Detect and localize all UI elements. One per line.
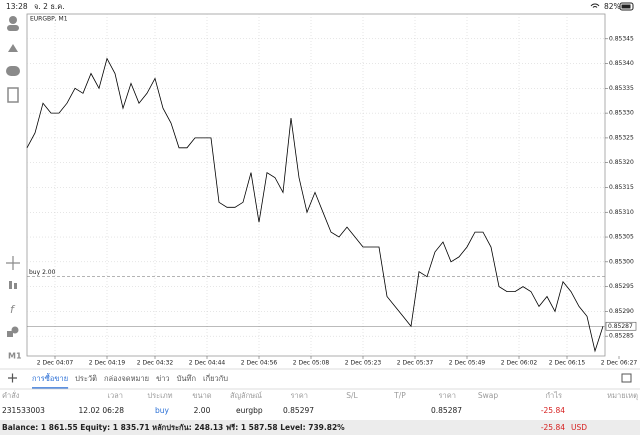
currency: USD xyxy=(571,423,587,432)
y-tick-label: 0.85340 xyxy=(609,60,634,67)
tab[interactable]: เกี่ยวกับ xyxy=(203,373,228,383)
price-tag xyxy=(605,321,637,331)
header-cell: สัญลักษณ์ xyxy=(230,391,262,400)
y-tick-label: 0.85315 xyxy=(609,184,634,191)
header-cell: ขนาด xyxy=(192,391,211,400)
crosshair-icon[interactable] xyxy=(6,256,20,270)
order-line-label: buy 2.00 xyxy=(29,269,56,276)
position-row[interactable]: 231533003 12.02 06:28 buy 2.00 eurgbp 0.… xyxy=(2,406,565,415)
y-tick-label: 0.85325 xyxy=(609,134,634,141)
footer-bar xyxy=(0,420,640,435)
y-tick-label: 0.85290 xyxy=(609,308,634,315)
x-tick-label: 2 Dec 05:08 xyxy=(293,360,330,367)
account-icon[interactable] xyxy=(9,16,17,24)
profit: -25.84 xyxy=(541,406,565,415)
x-tick-label: 2 Dec 05:23 xyxy=(345,360,382,367)
trade-icon[interactable] xyxy=(8,44,18,52)
chart-type-icon-2 xyxy=(14,283,17,289)
sidebar: f xyxy=(6,16,20,337)
x-tick-label: 2 Dec 05:49 xyxy=(449,360,486,367)
y-tick-label: 0.85295 xyxy=(609,283,634,290)
header-cell: เวลา xyxy=(107,391,123,400)
header-cell: คำสั่ง xyxy=(2,390,20,400)
battery-fill xyxy=(621,4,631,9)
y-tick-label: 0.85330 xyxy=(609,110,634,117)
tab[interactable]: ข่าว xyxy=(156,374,170,383)
account-icon-body xyxy=(7,25,19,31)
x-tick-label: 2 Dec 06:02 xyxy=(501,360,538,367)
y-tick-label: 0.85285 xyxy=(609,333,634,340)
chart-title: EURGBP, M1 xyxy=(30,16,68,23)
open-time: 12.02 06:28 xyxy=(79,406,125,415)
x-tick-label: 2 Dec 05:37 xyxy=(397,360,434,367)
chat-icon[interactable] xyxy=(6,66,20,76)
price-line-series xyxy=(26,57,604,353)
y-tick-label: 0.85335 xyxy=(609,85,634,92)
y-tick-label: 0.85305 xyxy=(609,234,634,241)
symbol: eurgbp xyxy=(236,406,263,415)
status-date: จ. 2 ธ.ค. xyxy=(34,2,65,11)
order-type: buy xyxy=(155,406,170,415)
objects-icon[interactable] xyxy=(11,326,19,334)
current-price: 0.85287 xyxy=(431,406,462,415)
order-id: 231533003 xyxy=(2,406,45,415)
timeframe-button[interactable]: M1 xyxy=(8,352,22,361)
total-profit: -25.84 xyxy=(541,423,565,432)
header-cell: S/L xyxy=(346,391,358,400)
header-cell: Swap xyxy=(478,391,498,400)
new-order-icon[interactable] xyxy=(7,87,19,103)
y-tick-label: 0.85320 xyxy=(609,159,634,166)
price-tag-label: 0.85287 xyxy=(608,323,633,330)
chart: 0.85285 0.85290 0.85295 0.85300 0.85305 0.853… xyxy=(26,14,638,367)
battery-icon xyxy=(619,2,634,11)
tabs: การซื้อขาย ประวัติ กล่องจดหมาย ข่าว บันทึก เก… xyxy=(32,373,228,389)
tab[interactable]: บันทึก xyxy=(177,374,196,383)
x-tick-label: 2 Dec 04:44 xyxy=(189,360,226,367)
battery-level: 82% xyxy=(604,2,621,11)
account-summary: Balance: 1 861.55 Equity: 1 835.71 หลักป… xyxy=(2,423,345,432)
header-cell: ราคา xyxy=(291,391,308,400)
plot-frame xyxy=(26,13,606,357)
x-tick-label: 2 Dec 06:27 xyxy=(601,360,638,367)
layout-button[interactable] xyxy=(621,373,632,383)
wifi-icon xyxy=(590,3,600,8)
x-tick-label: 2 Dec 04:19 xyxy=(89,360,126,367)
objects-icon-2 xyxy=(7,331,13,337)
x-tick-label: 2 Dec 04:56 xyxy=(241,360,278,367)
add-button[interactable] xyxy=(8,373,17,383)
indicator-icon[interactable]: f xyxy=(10,303,16,316)
header-cell: T/P xyxy=(393,391,406,400)
table-header: คำสั่ง เวลา ประเภท ขนาด สัญลักษณ์ ราคา S… xyxy=(2,390,638,400)
header-cell: ประเภท xyxy=(147,391,172,400)
header-cell: ราคา xyxy=(439,391,456,400)
header-cell: กำไร xyxy=(545,391,562,400)
tab[interactable]: กล่องจดหมาย xyxy=(104,374,149,383)
status-time: 13:28 xyxy=(6,2,28,11)
chart-type-icon[interactable] xyxy=(9,281,12,289)
tab[interactable]: ประวัติ xyxy=(75,374,97,383)
y-tick-label: 0.85345 xyxy=(609,35,634,42)
y-tick-label: 0.85300 xyxy=(609,258,634,265)
open-price: 0.85297 xyxy=(283,406,314,415)
tab[interactable]: การซื้อขาย xyxy=(32,373,68,383)
y-tick-label: 0.85310 xyxy=(609,209,634,216)
x-tick-label: 2 Dec 06:15 xyxy=(549,360,586,367)
header-cell: หมายเหตุ xyxy=(607,391,638,400)
x-tick-label: 2 Dec 04:07 xyxy=(37,360,74,367)
x-tick-label: 2 Dec 04:32 xyxy=(137,360,174,367)
volume: 2.00 xyxy=(194,406,211,415)
